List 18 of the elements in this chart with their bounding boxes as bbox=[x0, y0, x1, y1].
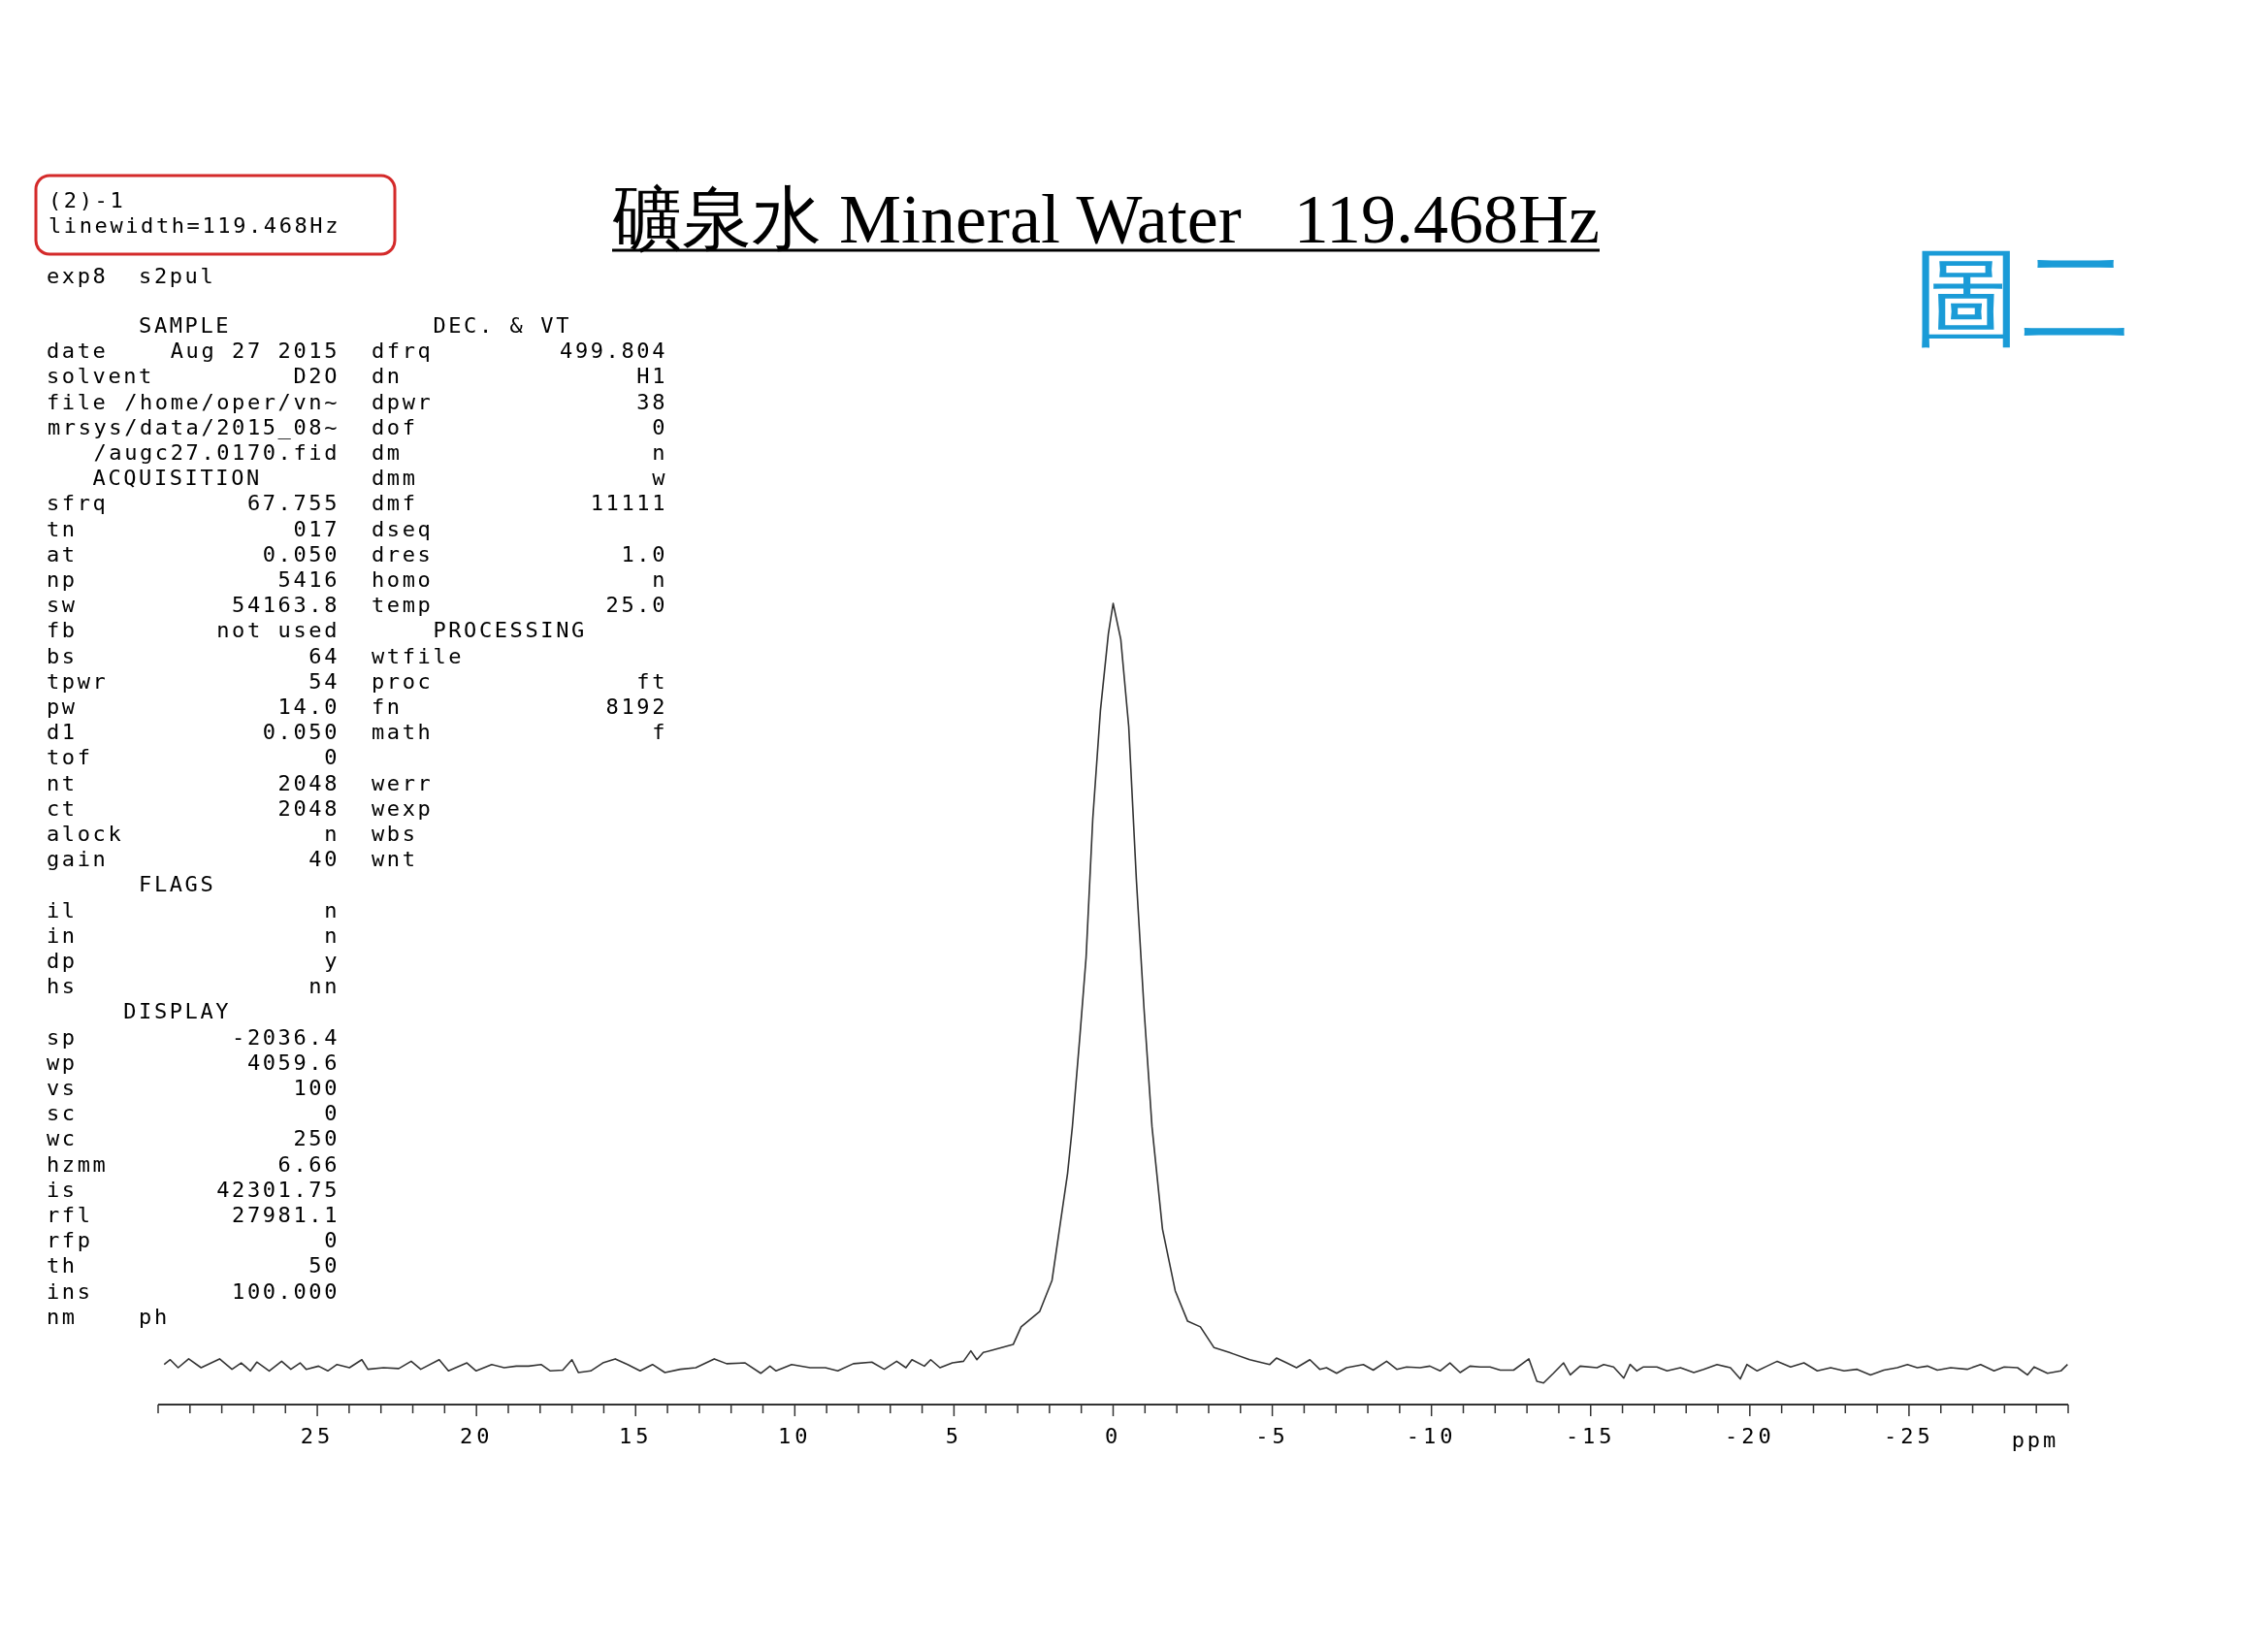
x-tick-label: 5 bbox=[945, 1424, 963, 1448]
x-tick-label: -20 bbox=[1724, 1424, 1775, 1448]
text: SAMPLE date Aug 27 2015 solvent D2O file /home/oper/vn~ mrsys/data/2015_08~ /augc27.0170.fid ACQUISITION sfrq 67.755 tn 017 at 0.050 np 5416 sw 54163.8 fb not used bs 64 tpwr 54 pw 14.0 d1 0.050 tof 0 nt 2048 ct 2048 alock n gain 40 FLAGS il n in n dp y hs nn DISPLAY sp -2036.4 wp 4059.6 vs 100 sc 0 wc 250 hzmm 6.66 is 42301.75 rfl 27981.1 rfp 0 th 50 ins 100.000 nm ph bbox=[47, 313, 340, 1329]
x-tick-label: 15 bbox=[619, 1424, 653, 1448]
text: exp8 s2pul bbox=[47, 264, 216, 288]
x-tick-label: 25 bbox=[300, 1424, 335, 1448]
x-tick-label: 10 bbox=[778, 1424, 812, 1448]
text: (2)-1 linewidth=119.468Hz bbox=[49, 188, 341, 238]
text: DEC. & VT dfrq 499.804 dn H1 dpwr 38 dof 0 dm n dmm w dmf 11111 dseq dres 1.0 homo n temp 25.0 PROCESSING wtfile proc ft fn 8192 math f werr wexp wbs wnt bbox=[372, 313, 667, 872]
text: 圖二 bbox=[1913, 234, 2130, 360]
chart-title: 礦泉水 Mineral Water 119.468Hz bbox=[612, 180, 1600, 258]
x-tick-label: -25 bbox=[1884, 1424, 1934, 1448]
x-tick-label: 0 bbox=[1104, 1424, 1122, 1448]
x-tick-label: -5 bbox=[1255, 1424, 1289, 1448]
x-tick-label: -10 bbox=[1406, 1424, 1457, 1448]
x-tick-label: -15 bbox=[1565, 1424, 1616, 1448]
x-axis-title: ppm bbox=[2011, 1428, 2059, 1452]
x-tick-label: 20 bbox=[459, 1424, 494, 1448]
